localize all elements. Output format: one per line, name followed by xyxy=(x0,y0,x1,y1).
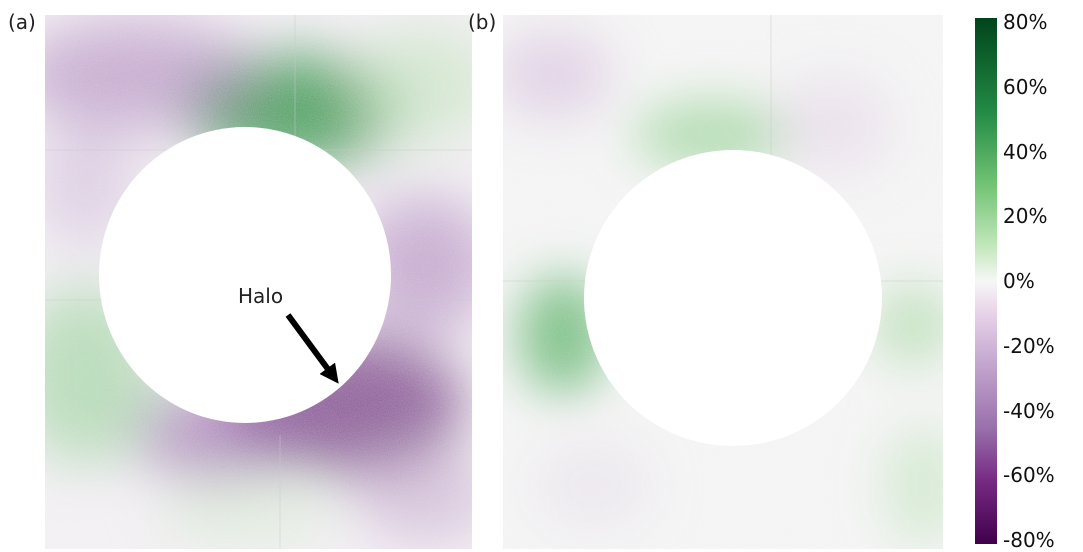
panel-b-hole xyxy=(584,150,882,446)
colorbar-tick-label: 40% xyxy=(1003,139,1048,164)
panel-b-label: (b) xyxy=(468,10,497,34)
colorbar xyxy=(975,18,997,544)
panel-b-svg xyxy=(503,15,943,549)
colorbar-tick-label: 80% xyxy=(1003,10,1048,34)
halo-annotation: Halo xyxy=(238,284,284,308)
colorbar-tick-label: -60% xyxy=(1003,463,1055,488)
panel-a-svg xyxy=(45,15,472,549)
colorbar-tick-label: -40% xyxy=(1003,398,1055,423)
panel-a-hole xyxy=(99,127,391,423)
panel-a-strain-map xyxy=(45,15,472,549)
colorbar-tick-label: 0% xyxy=(1003,269,1035,293)
panel-a-label: (a) xyxy=(8,10,36,34)
colorbar-tick-label: 20% xyxy=(1003,204,1048,229)
colorbar-tick-label: 60% xyxy=(1003,74,1048,99)
colorbar-tick-label: -80% xyxy=(1003,528,1055,552)
panel-b-strain-map xyxy=(503,15,943,549)
colorbar-tick-label: -20% xyxy=(1003,333,1055,358)
